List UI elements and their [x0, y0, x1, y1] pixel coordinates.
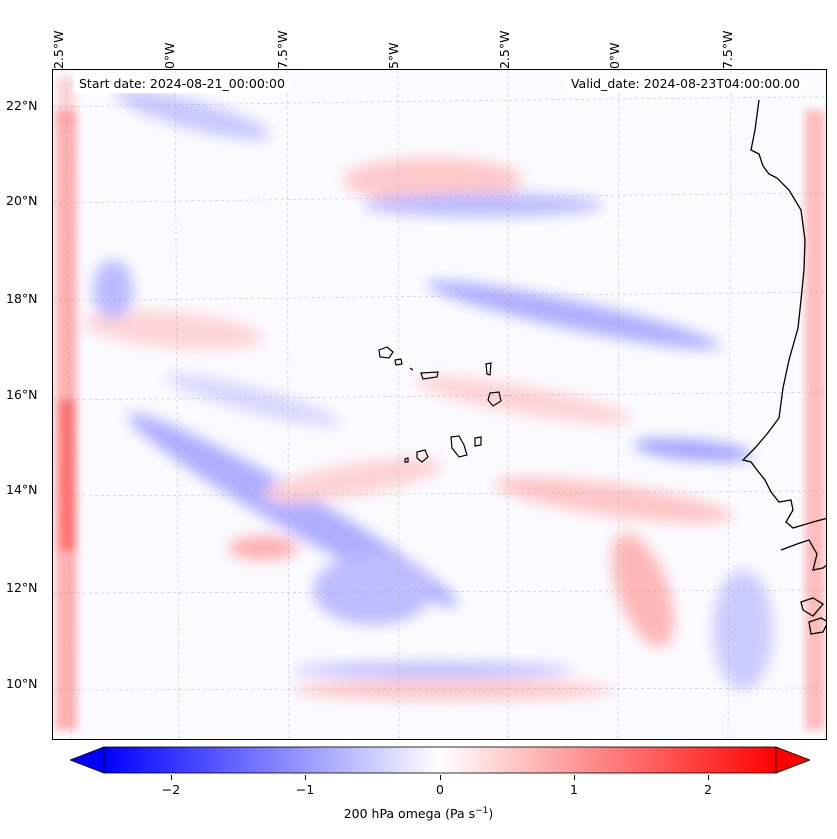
- colorbar-tick-mark: [440, 775, 441, 780]
- colorbar-tick-mark: [305, 775, 306, 780]
- lat-label-14n: 14°N: [6, 482, 38, 497]
- boundary-strips: [55, 78, 825, 730]
- colorbar-tick-label: −1: [295, 782, 315, 797]
- colorbar-tick-mark: [708, 775, 709, 780]
- valid-date-label: Valid_date: 2024-08-23T04:00:00.00: [564, 74, 806, 93]
- start-date-label: Start date: 2024-08-21_00:00:00: [73, 74, 291, 93]
- colorbar-tick-label: 2: [704, 782, 712, 797]
- lat-label-12n: 12°N: [6, 580, 38, 595]
- lat-label-22n: 22°N: [6, 98, 38, 113]
- colorbar-body: [103, 746, 777, 774]
- colorbar-tick-label: 0: [436, 782, 444, 797]
- map-panel[interactable]: [52, 69, 827, 740]
- colorbar-tick-mark: [171, 775, 172, 780]
- lat-label-20n: 20°N: [6, 193, 38, 208]
- lat-label-16n: 16°N: [6, 387, 38, 402]
- soft-anomalies: [83, 90, 773, 700]
- colorbar-label-suffix: ): [488, 806, 494, 822]
- colorbar: [68, 745, 812, 775]
- colorbar-extend-max: [775, 746, 812, 774]
- colorbar-svg: [68, 746, 812, 774]
- lat-label-18n: 18°N: [6, 291, 38, 306]
- colorbar-extend-min: [68, 746, 105, 774]
- colorbar-tick-mark: [574, 775, 575, 780]
- omega-field-map: [53, 70, 826, 739]
- colorbar-label-prefix: 200 hPa omega (Pa s: [343, 806, 476, 822]
- colorbar-tick-label: −2: [161, 782, 181, 797]
- lat-label-10n: 10°N: [6, 676, 38, 691]
- african-coastline: [741, 99, 826, 635]
- cape-verde-islands: [378, 346, 502, 463]
- colorbar-label-exponent: −1: [475, 806, 489, 816]
- graticule: [53, 70, 826, 739]
- colorbar-label: 200 hPa omega (Pa s−1): [0, 806, 837, 821]
- colorbar-tick-label: 1: [570, 782, 578, 797]
